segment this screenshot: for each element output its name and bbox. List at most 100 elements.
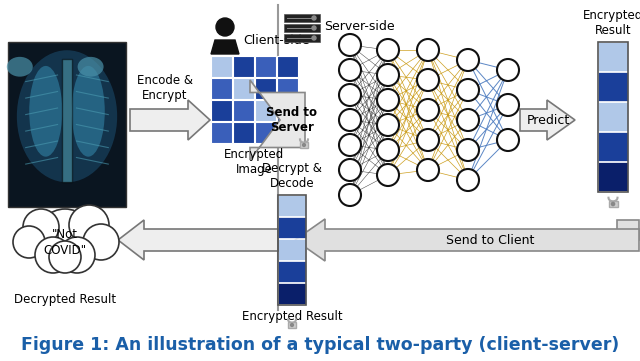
FancyBboxPatch shape [276,56,298,77]
FancyBboxPatch shape [232,100,253,121]
Circle shape [457,169,479,191]
Polygon shape [295,219,639,261]
FancyBboxPatch shape [284,34,320,42]
FancyBboxPatch shape [278,239,306,260]
FancyBboxPatch shape [284,24,320,32]
FancyBboxPatch shape [211,100,232,121]
FancyBboxPatch shape [278,195,306,216]
Circle shape [339,59,361,81]
FancyBboxPatch shape [278,283,306,304]
FancyBboxPatch shape [232,78,253,99]
Circle shape [339,84,361,106]
Circle shape [497,94,519,116]
Circle shape [303,144,305,147]
FancyBboxPatch shape [300,142,308,148]
Circle shape [377,164,399,186]
FancyBboxPatch shape [232,122,253,143]
Polygon shape [520,100,575,140]
Text: Encrypted Result: Encrypted Result [242,310,342,323]
FancyBboxPatch shape [255,122,275,143]
Circle shape [339,159,361,181]
Text: Client-side: Client-side [243,34,310,47]
Ellipse shape [17,50,117,182]
Ellipse shape [29,66,62,157]
FancyBboxPatch shape [211,78,232,99]
Circle shape [83,224,119,260]
Circle shape [377,139,399,161]
Circle shape [377,64,399,86]
Text: Send to Client: Send to Client [446,234,534,247]
FancyBboxPatch shape [284,14,320,22]
Text: Encrypted
Image: Encrypted Image [224,148,284,176]
Text: Decrypted Result: Decrypted Result [14,293,116,306]
FancyBboxPatch shape [598,42,628,71]
FancyBboxPatch shape [8,42,126,207]
FancyBboxPatch shape [276,100,298,121]
Text: Encrypted
Result: Encrypted Result [583,9,640,37]
Circle shape [457,109,479,131]
Circle shape [377,39,399,61]
Text: Figure 1: An illustration of a typical two-party (client-server): Figure 1: An illustration of a typical t… [21,336,619,354]
Circle shape [312,36,316,40]
Circle shape [457,139,479,161]
Circle shape [339,109,361,131]
Ellipse shape [72,66,105,157]
Circle shape [339,134,361,156]
Polygon shape [130,100,210,140]
Circle shape [417,69,439,91]
Circle shape [417,99,439,121]
Polygon shape [211,40,239,54]
Circle shape [611,203,614,206]
Polygon shape [118,220,278,260]
Text: Decrypt &
Decode: Decrypt & Decode [262,162,322,190]
Circle shape [216,18,234,36]
Circle shape [69,205,109,245]
Circle shape [312,26,316,30]
FancyBboxPatch shape [278,217,306,238]
FancyBboxPatch shape [598,102,628,131]
Circle shape [37,209,93,265]
FancyBboxPatch shape [598,72,628,101]
Circle shape [339,34,361,56]
Circle shape [457,49,479,71]
Circle shape [377,89,399,111]
Text: "Not
COVID": "Not COVID" [44,227,86,257]
Circle shape [457,79,479,101]
Text: Predict: Predict [526,113,570,126]
FancyBboxPatch shape [276,122,298,143]
Circle shape [312,16,316,20]
FancyBboxPatch shape [255,56,275,77]
FancyBboxPatch shape [288,322,296,328]
Text: Send to
Server: Send to Server [266,106,317,134]
FancyBboxPatch shape [609,201,618,207]
FancyBboxPatch shape [232,56,253,77]
FancyBboxPatch shape [278,261,306,282]
Circle shape [417,39,439,61]
FancyBboxPatch shape [617,220,639,240]
Polygon shape [250,80,305,160]
FancyBboxPatch shape [211,122,232,143]
Circle shape [13,226,45,258]
FancyBboxPatch shape [211,56,232,77]
Text: Encode &
Encrypt: Encode & Encrypt [137,74,193,102]
Ellipse shape [77,57,104,77]
Circle shape [377,114,399,136]
Circle shape [497,129,519,151]
Circle shape [35,237,71,273]
FancyBboxPatch shape [598,162,628,191]
FancyBboxPatch shape [598,132,628,161]
Circle shape [23,209,59,245]
FancyBboxPatch shape [62,58,72,182]
Text: Private Data: Private Data [30,215,104,228]
Circle shape [417,129,439,151]
Circle shape [291,323,294,326]
Circle shape [497,59,519,81]
Circle shape [49,241,81,273]
Circle shape [339,184,361,206]
FancyBboxPatch shape [255,100,275,121]
FancyBboxPatch shape [276,78,298,99]
Circle shape [417,159,439,181]
FancyBboxPatch shape [255,78,275,99]
Circle shape [59,237,95,273]
Ellipse shape [7,57,33,77]
